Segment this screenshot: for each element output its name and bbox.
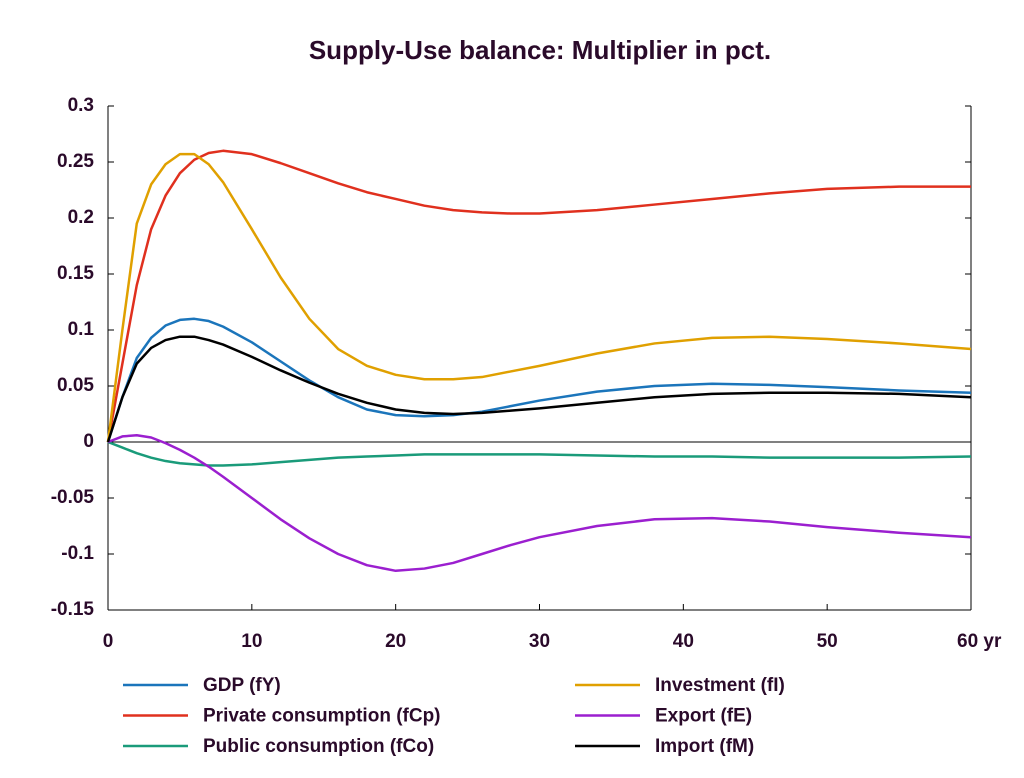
y-tick-label: -0.1 [61,543,94,564]
x-tick-label: 60 yr [957,631,1002,652]
y-tick-label: -0.15 [51,599,95,620]
y-tick-label: 0.3 [68,95,94,116]
y-tick-label: 0 [83,431,94,452]
x-tick-label: 50 [817,631,838,652]
y-tick-label: 0.25 [57,151,94,172]
legend-label: Investment (fI) [655,675,785,696]
x-tick-label: 10 [241,631,262,652]
series-line [107,434,972,573]
series-line [107,440,972,467]
series-line [106,149,971,443]
legend-label: Private consumption (fCp) [203,706,441,727]
legend-label: Import (fM) [655,736,754,757]
x-tick-label: 40 [673,631,694,652]
y-tick-label: 0.15 [57,263,94,284]
series-line [106,152,972,443]
x-tick-label: 0 [103,631,114,652]
x-tick-label: 20 [385,631,406,652]
y-tick-label: 0.05 [57,375,94,396]
x-tick-label: 30 [529,631,550,652]
chart-title: Supply-Use balance: Multiplier in pct. [309,35,771,65]
y-tick-label: -0.05 [51,487,95,508]
legend-label: Export (fE) [655,706,752,727]
y-tick-label: 0.1 [68,319,95,340]
y-tick-label: 0.2 [68,207,94,228]
series-line [106,317,972,443]
legend-label: Public consumption (fCo) [203,736,434,757]
series-line [106,335,972,443]
legend-label: GDP (fY) [203,675,281,696]
